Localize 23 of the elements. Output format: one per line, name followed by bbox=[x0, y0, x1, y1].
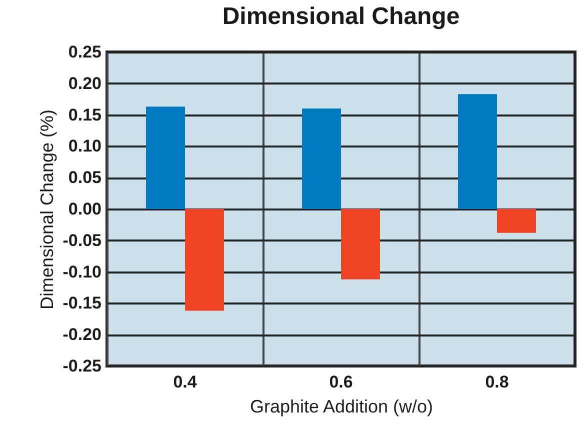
y-tick-label: 0.20 bbox=[68, 74, 102, 93]
bar bbox=[458, 94, 497, 209]
y-axis-title: Dimensional Change (%) bbox=[36, 109, 57, 310]
y-tick-label: -0.10 bbox=[62, 262, 102, 282]
x-axis-title: Graphite Addition (w/o) bbox=[250, 396, 434, 416]
bar bbox=[302, 108, 341, 209]
y-tick-label: 0.10 bbox=[68, 136, 102, 156]
y-tick-label: -0.15 bbox=[62, 294, 102, 313]
y-tick-label: 0.00 bbox=[68, 200, 102, 218]
bar bbox=[146, 106, 185, 209]
y-tick-label: 0.25 bbox=[68, 42, 102, 62]
y-tick-label: -0.25 bbox=[62, 356, 102, 376]
bar bbox=[185, 209, 224, 311]
y-tick-label: 0.15 bbox=[68, 105, 102, 124]
x-tick-label: 0.8 bbox=[485, 372, 509, 392]
bar bbox=[341, 209, 380, 280]
x-tick-label: 0.4 bbox=[173, 372, 198, 392]
chart-title: Dimensional Change bbox=[222, 3, 460, 30]
y-tick-label: 0.05 bbox=[68, 168, 102, 188]
y-tick-label: -0.05 bbox=[62, 230, 102, 250]
y-tick-label: -0.20 bbox=[62, 325, 102, 344]
x-tick-label: 0.6 bbox=[329, 372, 353, 392]
bar bbox=[497, 209, 536, 233]
